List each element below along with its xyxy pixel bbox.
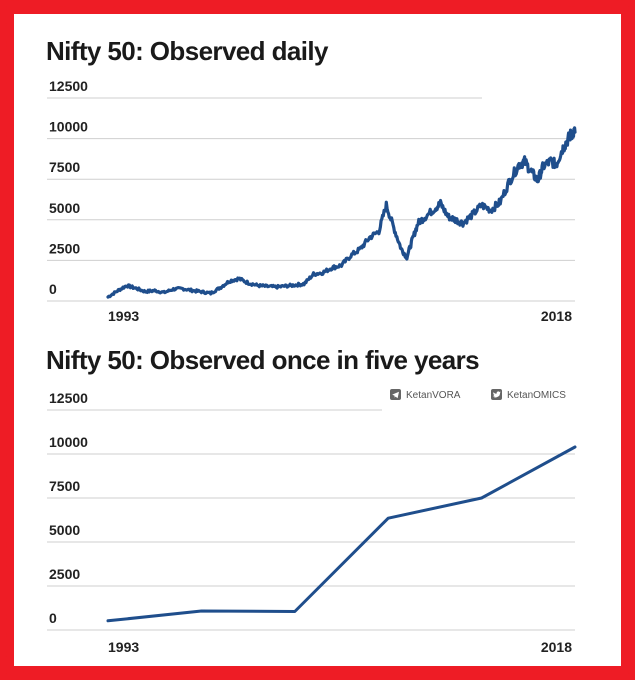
y-tick-label: 10000 — [49, 434, 88, 450]
watermark-label: KetanOMICS — [507, 390, 566, 401]
y-tick-label: 2500 — [49, 240, 80, 256]
x-tick-start: 1993 — [108, 308, 139, 324]
series-layer — [106, 445, 577, 623]
chart-title: Nifty 50: Observed daily — [46, 36, 329, 66]
y-tick-label: 5000 — [49, 522, 80, 538]
frame-scallop — [6, 662, 24, 680]
gridlines — [47, 409, 575, 631]
y-tick-label: 0 — [49, 610, 57, 626]
watermark-label: KetanVORA — [406, 390, 461, 401]
watermark-twitter: KetanOMICS — [491, 389, 566, 401]
y-tick-label: 2500 — [49, 566, 80, 582]
x-tick-end: 2018 — [541, 639, 572, 655]
y-tick-label: 5000 — [49, 200, 80, 216]
y-tick-label: 12500 — [49, 78, 88, 94]
series-line — [106, 445, 577, 623]
watermark-telegram: KetanVORA — [390, 389, 461, 401]
chart-title: Nifty 50: Observed once in five years — [46, 345, 479, 375]
y-tick-label: 7500 — [49, 159, 80, 175]
chart-observed-daily: Nifty 50: Observed daily 0 2500 5000 7500 10… — [46, 36, 577, 324]
frame-scallop — [6, 0, 24, 18]
series-layer — [106, 126, 577, 299]
x-tick-start: 1993 — [108, 639, 139, 655]
y-axis-ticks: 0 2500 5000 7500 10000 12500 — [49, 390, 88, 626]
chart-observed-five-years: Nifty 50: Observed once in five years 0 2… — [46, 345, 577, 655]
twitter-icon-bird — [493, 391, 501, 398]
y-tick-label: 0 — [49, 281, 57, 297]
y-axis-ticks: 0 2500 5000 7500 10000 12500 — [49, 78, 88, 297]
series-line — [106, 126, 577, 299]
y-tick-label: 12500 — [49, 390, 88, 406]
inner-panel — [14, 14, 621, 666]
frame-scallop — [611, 0, 629, 18]
frame-scallop — [611, 662, 629, 680]
telegram-icon-plane — [392, 391, 399, 399]
y-tick-label: 10000 — [49, 119, 88, 135]
x-tick-end: 2018 — [541, 308, 572, 324]
gridlines — [47, 97, 575, 302]
y-tick-label: 7500 — [49, 478, 80, 494]
